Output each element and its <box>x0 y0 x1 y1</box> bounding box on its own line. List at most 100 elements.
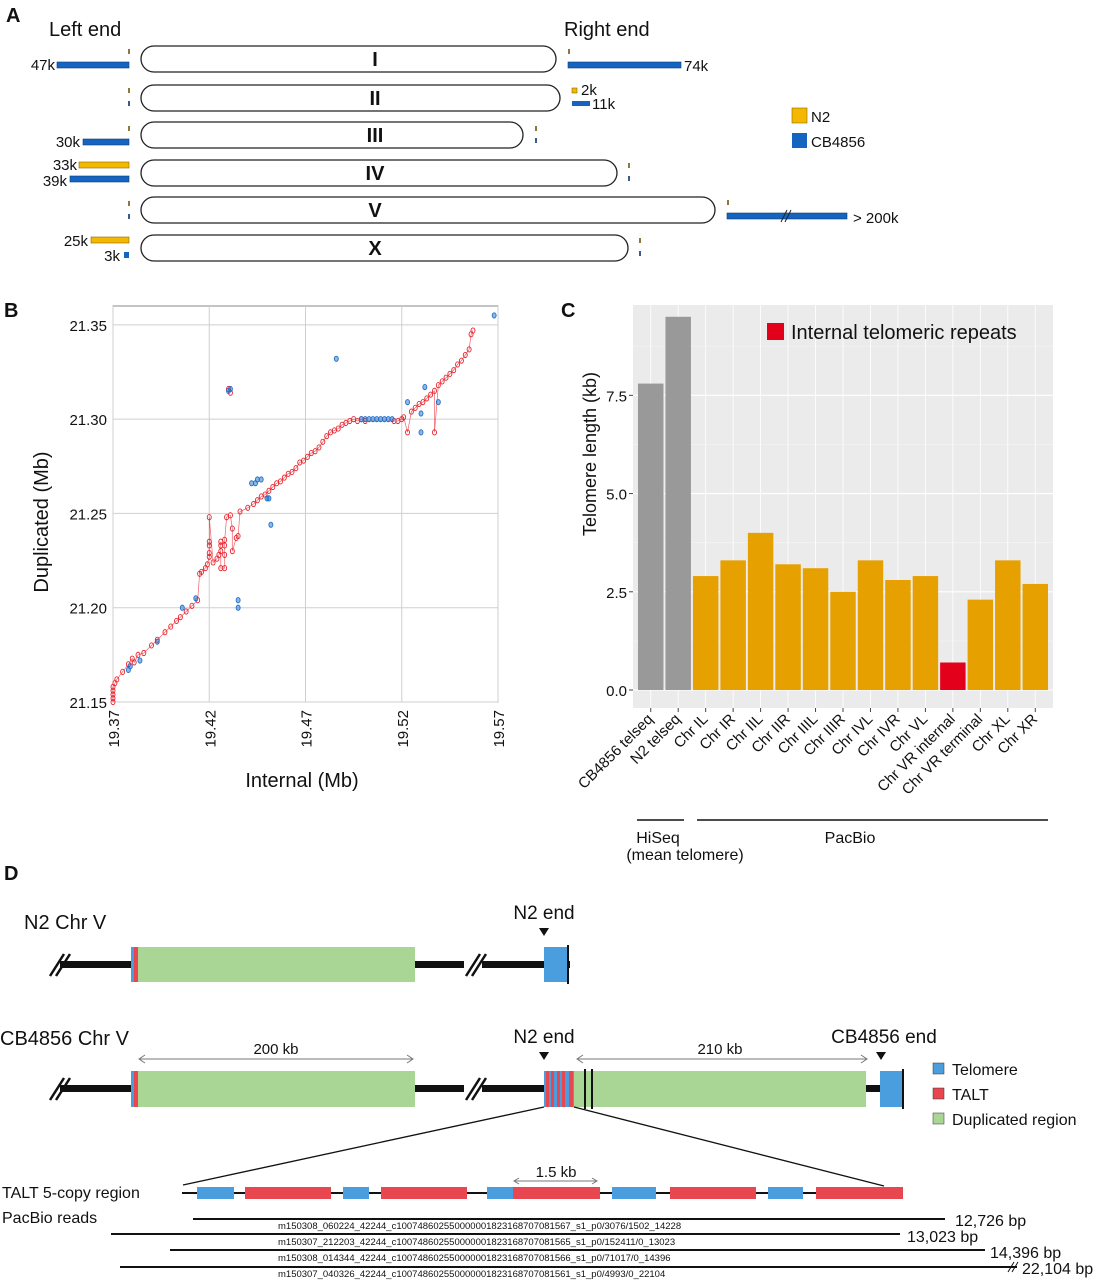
scatter-point-forward <box>131 659 137 666</box>
scatter-point-forward <box>304 453 310 460</box>
bar-IV-left-CB4856-label: 39k <box>43 173 68 190</box>
talt-region-blocks <box>197 1187 903 1199</box>
left-end-label: Left end <box>49 19 121 41</box>
scatter-point-reverse <box>266 495 272 502</box>
read-2-length: 14,396 bp <box>990 1245 1061 1262</box>
scatter-x-tick-label: 19.42 <box>202 710 219 748</box>
bar-I-right-label: 74k <box>684 58 709 75</box>
scatter-point-reverse <box>405 399 410 406</box>
chromosome-IV <box>140 159 618 187</box>
span-200-arrowheads <box>138 1054 414 1064</box>
bar-chr-iiil <box>802 568 829 690</box>
bar-IV-left-CB4856 <box>69 175 130 183</box>
chromosome-I <box>140 45 557 73</box>
panel-c-letter: C <box>561 300 575 322</box>
scatter-y-tick-label: 21.20 <box>69 601 107 618</box>
n2-end-label: N2 end <box>513 903 574 924</box>
read-0-id: m150308_060224_42244_c100748602550000001… <box>278 1221 681 1232</box>
scatter-point-forward <box>335 425 341 432</box>
scatter-point-forward <box>432 387 437 394</box>
scatter-point-reverse <box>154 638 160 645</box>
scatter-x-label: Internal (Mb) <box>245 770 358 792</box>
scatter-point-forward <box>428 391 434 398</box>
scatter-point-forward <box>199 568 205 575</box>
cb-junction-1 <box>584 1069 586 1109</box>
read-1-length: 13,023 bp <box>907 1229 978 1246</box>
scatter-point-forward <box>162 629 168 636</box>
scatter-point-forward <box>462 351 468 359</box>
cb-n2-end-marker-icon <box>539 1052 549 1060</box>
scatter-point-forward <box>316 444 322 451</box>
scatter-point-forward <box>206 553 212 560</box>
zoom-line-right <box>573 1106 885 1187</box>
scatter-point-forward <box>235 533 241 540</box>
read-3: m150307_040326_42244_c100748602550000001… <box>120 1261 1093 1280</box>
chromosome-X-label: X <box>368 238 382 260</box>
scatter-point-forward <box>435 382 441 389</box>
cb-track-label: CB4856 Chr V <box>0 1028 130 1050</box>
scatter-point-forward <box>270 483 276 491</box>
scatter-point-forward <box>278 478 283 485</box>
bar-chr-ir <box>720 560 746 690</box>
chromosome-V <box>140 196 716 224</box>
bar-y-tick-label: 0.0 <box>606 683 627 700</box>
cb-end-label: CB4856 end <box>831 1027 937 1048</box>
span-210-arrowheads <box>576 1054 868 1064</box>
scatter-point-forward <box>245 504 251 511</box>
read-2: m150308_014344_42244_c100748602550000001… <box>170 1245 1061 1264</box>
bar-n2-telseq <box>665 316 691 690</box>
scatter-y-tick-label: 21.35 <box>69 318 107 335</box>
legend-n2-swatch <box>791 107 808 124</box>
scatter-x-tick-label: 19.47 <box>299 710 316 748</box>
scatter-point-forward <box>110 698 116 706</box>
scatter-point-forward <box>439 378 445 385</box>
scatter-point-reverse <box>227 385 233 393</box>
cb-junction-2 <box>591 1069 593 1109</box>
bar-II-right-CB4856 <box>572 101 590 106</box>
cb-duplicated-region-1 <box>138 1071 415 1107</box>
bar-chr-vr-terminal <box>967 599 994 690</box>
bar-chr-xl <box>995 560 1021 690</box>
scatter-plot: 19.37 19.42 19.47 19.52 19.57 21.15 21.20 21.25… <box>69 305 508 748</box>
scatter-point-forward <box>206 538 212 545</box>
scatter-point-forward <box>458 357 464 364</box>
read-0-line <box>193 1218 945 1220</box>
scatter-point-forward <box>149 642 154 649</box>
legend-n2-label: N2 <box>811 109 830 126</box>
scatter-point-forward <box>218 548 224 555</box>
cb-end-marker-icon <box>876 1052 886 1060</box>
scatter-point-reverse <box>418 429 424 436</box>
chromosome-IV-label: IV <box>366 163 386 185</box>
scatter-point-forward <box>466 346 472 353</box>
chromosome-III <box>140 121 524 149</box>
read-2-id: m150308_014344_42244_c100748602550000001… <box>278 1253 671 1264</box>
legend-talt-label: TALT <box>952 1087 989 1104</box>
scatter-point-forward <box>141 649 147 657</box>
legend-telomere-label: Telomere <box>952 1062 1018 1079</box>
scatter-point-forward <box>455 361 461 368</box>
scatter-point-forward <box>470 327 476 334</box>
bar-X-left-CB4856 <box>124 252 129 258</box>
left-end-ticks <box>128 49 130 219</box>
scatter-point-forward <box>206 514 212 521</box>
n2-end-marker-icon <box>539 928 549 936</box>
chromosome-X <box>140 234 629 262</box>
bar-I-left-label: 47k <box>31 57 56 74</box>
scatter-y-tick-label: 21.25 <box>69 506 107 523</box>
scatter-point-reverse <box>258 476 264 483</box>
bar-legend-label: Internal telomeric repeats <box>791 322 1017 344</box>
scatter-point-forward <box>424 395 430 402</box>
zoom-line-left <box>182 1106 545 1186</box>
bar-chr-ivl <box>857 560 884 690</box>
read-2-line <box>170 1249 985 1251</box>
cb-telomere-end <box>880 1071 902 1107</box>
scatter-point-forward <box>206 549 212 557</box>
scatter-point-forward <box>237 508 243 515</box>
talt-region-label: TALT 5-copy region <box>2 1185 140 1202</box>
scatter-point-forward <box>312 448 318 455</box>
scatter-point-forward <box>120 668 126 675</box>
scatter-point-forward <box>222 536 228 543</box>
